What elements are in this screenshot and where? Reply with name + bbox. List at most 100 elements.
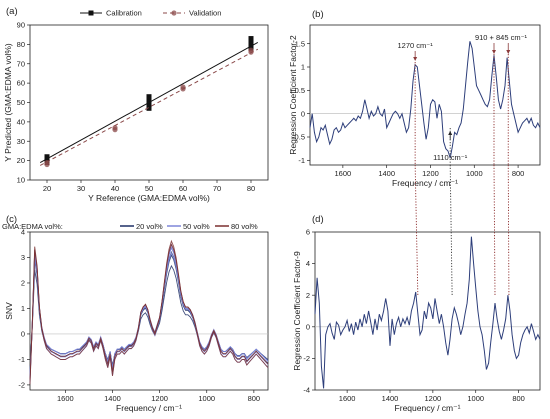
- x-tick-label: 1000: [467, 394, 484, 403]
- x-tick-label: 1600: [57, 394, 74, 403]
- calibration-point: [146, 94, 152, 100]
- x-axis-label: Frequency / cm⁻¹: [116, 403, 182, 413]
- y-tick-label: 1: [21, 304, 25, 313]
- y-tick-label: 0: [301, 109, 305, 118]
- y-tick-label: 0: [21, 330, 25, 339]
- y-tick-label: 4: [21, 228, 25, 237]
- panel-label: (b): [312, 9, 324, 20]
- fit-line-validation: [39, 48, 259, 166]
- connector-910-lower: [493, 164, 496, 297]
- legend-label-50: 50 vol%: [183, 222, 210, 231]
- y-tick-label: 2: [21, 279, 25, 288]
- plot-frame: [29, 231, 269, 391]
- y-tick-label: 2: [306, 291, 310, 300]
- x-tick-label: 800: [248, 394, 261, 403]
- connector-1110-lower: [449, 164, 453, 297]
- x-tick-label: 1000: [466, 169, 483, 178]
- annotation-910-845: 910 + 845 cm⁻¹: [475, 33, 528, 42]
- legend-marker-validation: [171, 10, 177, 16]
- x-tick-label: 1600: [339, 394, 356, 403]
- y-tick-label: -0.5: [292, 133, 305, 142]
- panel-a-calibration-chart: (a) 20 30 40 50 60 70 80 10 20 30 40 50 60 70 80 90 Y Ref…: [3, 6, 269, 203]
- y-tick-label: -1: [298, 156, 305, 165]
- validation-point: [44, 159, 50, 166]
- arrowhead-1270: [413, 57, 418, 61]
- legend-marker-calibration: [88, 10, 94, 16]
- x-tick-label: 30: [77, 184, 85, 193]
- y-axis-label: SNV: [4, 302, 14, 320]
- x-tick-label: 1200: [151, 394, 168, 403]
- legend-label-20: 20 vol%: [136, 222, 163, 231]
- arrowhead-845: [506, 50, 511, 54]
- y-tick-label: 1: [301, 63, 305, 72]
- x-tick-label: 1400: [382, 394, 399, 403]
- panel-label: (c): [6, 214, 17, 225]
- legend-label-80: 80 vol%: [231, 222, 258, 231]
- arrowhead-910: [492, 50, 496, 54]
- panel-d-factor9-chart: (d) 1600 1400 1200 1000 800 -4 -2 0 2 4 6 Frequency …: [292, 214, 541, 413]
- spectrum-80-line: [29, 239, 269, 385]
- y-tick-label: 4: [306, 259, 310, 268]
- y-tick-label: 90: [17, 21, 25, 30]
- y-axis-label: Regression Coefficient Factor-2: [288, 35, 298, 155]
- factor9-series-line: [314, 236, 541, 389]
- annotation-connectors: [414, 54, 510, 297]
- x-tick-label: 1400: [378, 169, 395, 178]
- panel-label: (d): [312, 214, 324, 225]
- plot-frame: [309, 24, 541, 166]
- x-tick-label: 800: [512, 394, 525, 403]
- y-tick-label: 30: [17, 137, 25, 146]
- validation-point: [112, 125, 118, 131]
- validation-point: [180, 84, 186, 90]
- y-tick-label: -2: [18, 381, 25, 390]
- y-tick-label: 6: [306, 228, 310, 237]
- x-tick-label: 70: [213, 184, 221, 193]
- x-tick-label: 1200: [422, 169, 439, 178]
- legend-label-calibration: Calibration: [106, 9, 142, 18]
- x-tick-label: 1200: [425, 394, 442, 403]
- y-tick-label: 10: [17, 176, 25, 185]
- calibration-point: [44, 154, 50, 160]
- x-tick-label: 1000: [198, 394, 215, 403]
- x-tick-label: 1400: [104, 394, 121, 403]
- connector-845-lower: [507, 164, 510, 297]
- connector-1270-lower: [414, 164, 419, 297]
- x-axis-label: Frequency / cm⁻¹: [395, 403, 461, 413]
- y-axis-label: Regression Coefficient Factor-9: [292, 251, 302, 371]
- x-axis-label: Y Reference (GMA:EDMA vol%): [88, 193, 210, 203]
- x-tick-label: 50: [145, 184, 153, 193]
- y-tick-label: 80: [17, 40, 25, 49]
- legend-title: GMA:EDMA vol%:: [2, 222, 63, 231]
- y-tick-label: 20: [17, 156, 25, 165]
- arrowhead-1110: [448, 131, 453, 135]
- x-tick-label: 800: [512, 169, 525, 178]
- y-tick-label: 1.5: [295, 39, 305, 48]
- x-tick-label: 80: [247, 184, 255, 193]
- y-tick-label: 70: [17, 59, 25, 68]
- y-tick-label: 40: [17, 117, 25, 126]
- annotation-1110: 1110 cm⁻¹: [433, 153, 468, 162]
- legend: GMA:EDMA vol%: 20 vol% 50 vol% 80 vol%: [2, 222, 258, 231]
- y-tick-label: -4: [303, 386, 310, 395]
- y-axis-label: Y Predicted (GMA:EDMA vol%): [3, 43, 13, 162]
- legend-label-validation: Validation: [189, 9, 221, 18]
- y-tick-label: 0.5: [295, 86, 305, 95]
- legend: Calibration Validation: [80, 9, 221, 18]
- validation-point: [248, 47, 254, 53]
- y-tick-label: 60: [17, 79, 25, 88]
- y-tick-label: 3: [21, 253, 25, 262]
- y-tick-label: -1: [18, 355, 25, 364]
- panel-label: (a): [6, 6, 18, 17]
- panel-c-snv-chart: (c) 1600 1400 1200 1000 800 -2 -1 0 1 2 3 4 Frequency…: [2, 214, 269, 413]
- x-tick-label: 60: [179, 184, 187, 193]
- panel-b-factor2-chart: (b) 1600 1400 1200 1000 800 -1 -0.5 0 0.5 1 1.5 Freq…: [288, 9, 541, 188]
- x-tick-label: 40: [111, 184, 119, 193]
- y-tick-label: -2: [303, 354, 310, 363]
- factor2-series-line: [309, 41, 541, 159]
- y-tick-label: 50: [17, 98, 25, 107]
- x-axis-label: Frequency / cm⁻¹: [392, 178, 458, 188]
- annotation-1270: 1270 cm⁻¹: [398, 41, 434, 50]
- x-tick-label: 20: [43, 184, 51, 193]
- x-tick-label: 1600: [335, 169, 352, 178]
